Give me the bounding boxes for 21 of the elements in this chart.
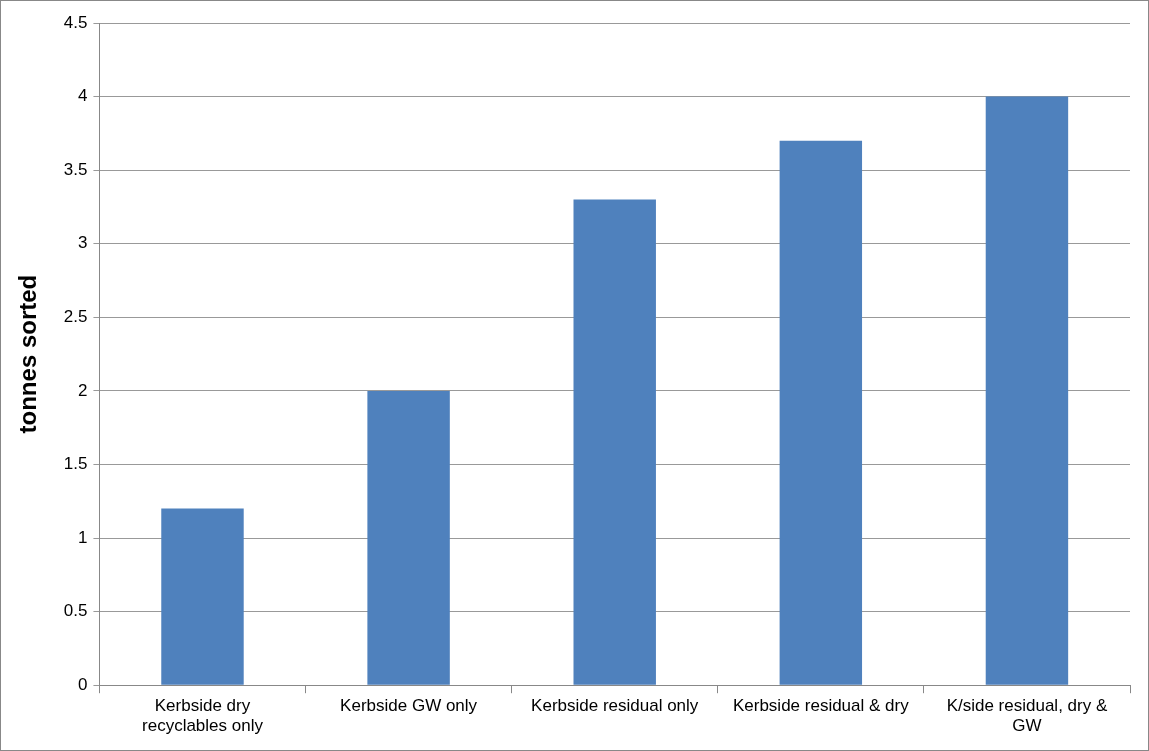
y-tick-label: 2	[77, 380, 88, 400]
x-tick-label: K/side residual, dry & GW	[946, 696, 1108, 736]
y-tick-label: 1	[77, 527, 88, 547]
y-tick-label: 1.5	[63, 454, 88, 474]
y-tick-label: 3.5	[63, 159, 88, 179]
bar	[779, 140, 863, 685]
y-tick-label: 2.5	[63, 307, 88, 326]
bar	[161, 508, 244, 685]
y-tick-label: 4.5	[63, 12, 88, 32]
bar	[985, 96, 1069, 685]
y-tick-label: 3	[77, 233, 88, 253]
x-tick-label: Kerbside dry recyclables only	[142, 696, 264, 736]
x-tick-label: Kerbside residual & dry	[732, 696, 910, 716]
x-tick-label: Kerbside residual only	[531, 696, 699, 716]
x-tick-label: Kerbside GW only	[340, 696, 478, 716]
y-tick-label: 0.5	[63, 601, 88, 621]
bar	[367, 390, 450, 685]
y-tick-label: 4	[77, 86, 88, 106]
bar	[573, 199, 656, 685]
y-tick-label: 0	[77, 674, 88, 694]
y-axis-title: tonnes sorted	[14, 274, 42, 434]
